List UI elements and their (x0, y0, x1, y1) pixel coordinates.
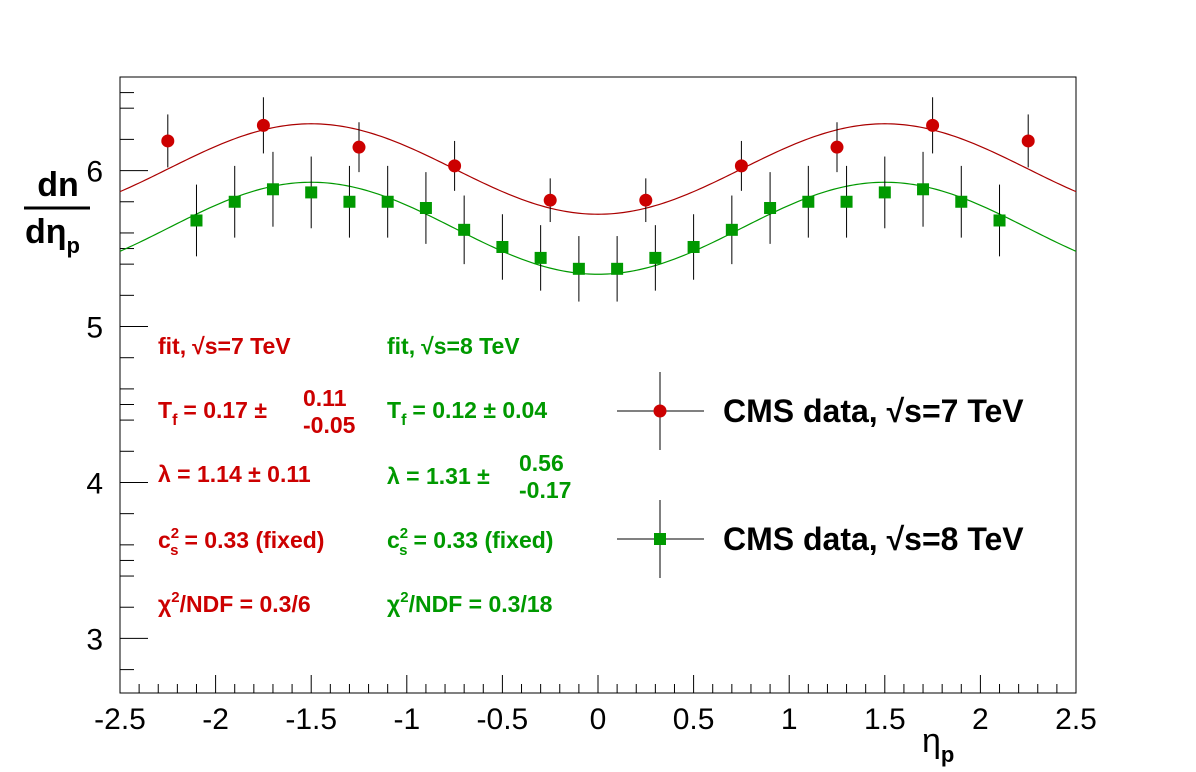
ann-7tev-cs: c2 s = 0.33 (fixed) (158, 525, 324, 559)
x-tick-label: -2.5 (94, 703, 146, 736)
data-point-8tev (917, 183, 930, 196)
ann-7tev-tf: Tf = 0.17 ± (158, 397, 267, 429)
data-point-8tev (496, 240, 509, 253)
data-point-7tev (352, 140, 366, 154)
ann-8tev-lambda-up: 0.56 (519, 450, 564, 476)
y-axis-title-numerator: dn (37, 166, 79, 204)
data-point-8tev (955, 195, 968, 208)
data-point-8tev (993, 214, 1006, 227)
x-axis-title: ηp (922, 722, 954, 767)
data-point-7tev (734, 159, 748, 173)
data-point-7tev (926, 118, 940, 132)
fit-curve-7tev (119, 123, 1077, 215)
data-points (161, 97, 1035, 302)
data-point-8tev (764, 201, 777, 214)
data-point-7tev (830, 140, 844, 154)
annotations-8tev: fit, √s=8 TeV Tf = 0.12 ± 0.04 λ = 1.31 ± … (387, 333, 571, 617)
x-tick-label: -2 (202, 703, 229, 736)
data-point-8tev (878, 186, 891, 199)
data-point-8tev (572, 262, 585, 275)
x-tick-label: 1 (781, 703, 798, 736)
data-point-8tev (534, 251, 547, 264)
legend-entry-7tev: CMS data, √s=7 TeV (617, 372, 1024, 450)
data-point-8tev (305, 186, 318, 199)
y-axis-title: dn dηp (24, 166, 90, 258)
data-point-8tev (266, 183, 279, 196)
data-point-8tev (343, 195, 356, 208)
data-point-7tev (543, 193, 557, 207)
data-point-8tev (419, 201, 432, 214)
data-point-8tev (687, 240, 700, 253)
y-tick-label: 6 (86, 156, 103, 189)
data-point-8tev (840, 195, 853, 208)
y-tick-label: 4 (86, 467, 103, 500)
data-point-7tev (1021, 134, 1035, 148)
fit-curves (119, 123, 1077, 275)
data-point-7tev (161, 134, 175, 148)
x-tick-label: 2.5 (1055, 703, 1097, 736)
x-tick-label: 2 (972, 703, 989, 736)
ann-8tev-lambda-down: -0.17 (519, 477, 571, 503)
annotations-7tev: fit, √s=7 TeV Tf = 0.17 ± 0.11 -0.05 λ = 1… (158, 333, 356, 617)
data-point-8tev (725, 223, 738, 236)
ann-7tev-lambda: λ = 1.14 ± 0.11 (158, 461, 311, 487)
y-axis-ticks: 3 4 5 6 (86, 76, 148, 671)
y-tick-label: 5 (86, 312, 103, 345)
ann-8tev-fit-label: fit, √s=8 TeV (387, 333, 520, 359)
data-point-8tev (458, 223, 471, 236)
legend: CMS data, √s=7 TeV CMS data, √s=8 TeV (617, 372, 1024, 578)
ann-8tev-chi: χ2/NDF = 0.3/18 (387, 589, 553, 617)
fit-curve-8tev (119, 181, 1077, 275)
legend-7tev-marker (653, 404, 667, 418)
data-point-7tev (448, 159, 462, 173)
x-axis-ticks: -2.5 -2 -1.5 -1 -0.5 0 0.5 1 1.5 2 2.5 (94, 675, 1097, 736)
ann-7tev-tf-up: 0.11 (303, 385, 347, 411)
data-point-7tev (639, 193, 653, 207)
legend-8tev-marker (654, 533, 666, 545)
y-tick-label: 3 (86, 623, 103, 656)
data-point-8tev (228, 195, 241, 208)
x-tick-label: -0.5 (477, 703, 529, 736)
x-tick-label: 0.5 (673, 703, 715, 736)
data-point-8tev (381, 195, 394, 208)
ann-7tev-chi: χ2/NDF = 0.3/6 (158, 589, 311, 617)
legend-entry-8tev: CMS data, √s=8 TeV (617, 500, 1024, 578)
data-point-8tev (649, 251, 662, 264)
x-tick-label: 0 (590, 703, 607, 736)
data-point-8tev (802, 195, 815, 208)
ann-8tev-cs: c2 s = 0.33 (fixed) (387, 525, 553, 559)
data-point-8tev (611, 262, 624, 275)
legend-7tev-label: CMS data, √s=7 TeV (723, 393, 1024, 429)
x-tick-label: 1.5 (864, 703, 906, 736)
y-axis-title-denominator: dηp (25, 213, 80, 258)
data-point-8tev (190, 214, 203, 227)
data-point-7tev (256, 118, 270, 132)
ann-8tev-lambda: λ = 1.31 ± (387, 463, 490, 489)
ann-7tev-fit-label: fit, √s=7 TeV (158, 333, 291, 359)
ann-7tev-tf-down: -0.05 (303, 412, 356, 438)
legend-8tev-label: CMS data, √s=8 TeV (723, 521, 1024, 557)
x-tick-label: -1.5 (285, 703, 337, 736)
ann-8tev-tf: Tf = 0.12 ± 0.04 (387, 397, 547, 429)
x-tick-label: -1 (393, 703, 420, 736)
